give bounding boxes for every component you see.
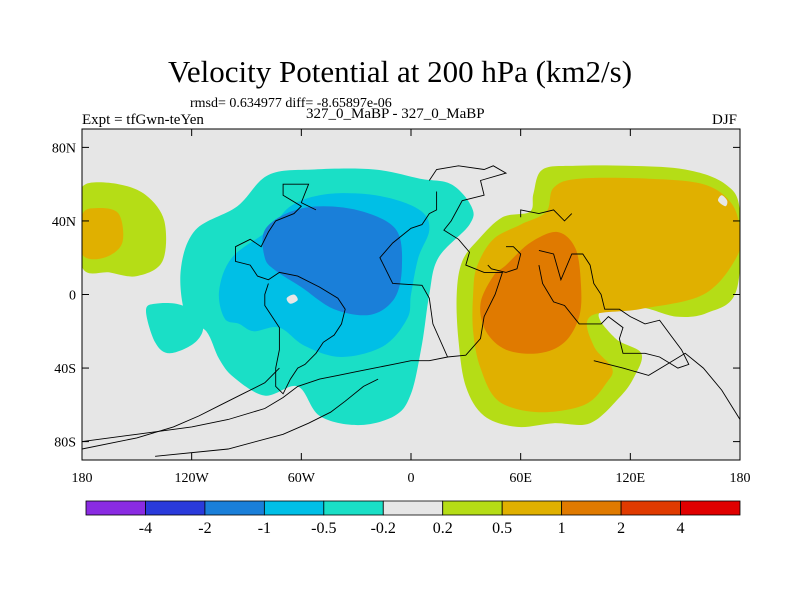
colorbar-swatch	[501, 500, 563, 516]
chart-title: Velocity Potential at 200 hPa (km2/s)	[167, 54, 633, 89]
coastline	[379, 165, 508, 358]
coastline	[82, 367, 280, 450]
contour-region	[262, 206, 403, 316]
x-tick-label: 120W	[175, 471, 210, 486]
colorbar-swatch	[204, 500, 265, 516]
x-tick-label: 60E	[509, 471, 532, 486]
colorbar-swatch	[620, 500, 681, 516]
contour-region	[472, 177, 740, 413]
colorbar-label: 1	[558, 520, 566, 537]
colorbar: -4 -2 -1 -0.5 -0.2 0.2 0.5 1 2 4	[85, 500, 741, 537]
colorbar-label: 4	[677, 520, 685, 537]
x-tick-label: 60W	[288, 471, 316, 486]
x-tick-label: 180	[730, 471, 751, 486]
case-label: 327_0_MaBP - 327_0_MaBP	[306, 106, 485, 122]
colorbar-swatch	[680, 500, 741, 516]
stats-line: rmsd= 0.634977 diff= -8.65897e-06	[190, 96, 392, 111]
colorbar-swatch	[561, 500, 622, 516]
colorbar-label: -0.5	[311, 520, 336, 537]
colorbar-label: 2	[617, 520, 625, 537]
coastline	[235, 183, 346, 395]
y-tick-label: 80N	[52, 141, 76, 156]
axis-ticks: 180 120W 60W 0 60E 120E 180 80N 40N 0 40S 80S	[52, 129, 751, 486]
coastline	[487, 246, 522, 273]
coastline	[155, 378, 379, 457]
coastline	[82, 356, 448, 443]
colorbar-label: 0.5	[492, 520, 512, 537]
x-tick-label: 120E	[616, 471, 646, 486]
y-tick-label: 40N	[52, 215, 76, 230]
colorbar-swatch	[263, 500, 325, 516]
colorbar-swatch	[382, 500, 444, 516]
colorbar-label: -0.2	[371, 520, 396, 537]
colorbar-swatch	[145, 500, 206, 516]
contour-region	[82, 208, 124, 260]
colorbar-label: 0.2	[433, 520, 453, 537]
colorbar-swatch	[85, 500, 146, 516]
contour-region	[718, 195, 728, 207]
x-tick-label: 180	[72, 471, 93, 486]
colorbar-label: -4	[139, 520, 152, 537]
coastline	[520, 209, 573, 222]
x-tick-label: 0	[408, 471, 415, 486]
y-tick-label: 80S	[54, 436, 76, 451]
contour-region	[286, 294, 298, 304]
y-tick-label: 0	[69, 289, 76, 304]
colorbar-label: -2	[198, 520, 211, 537]
coastline	[593, 352, 740, 420]
contour-regions	[82, 165, 740, 428]
y-tick-label: 40S	[54, 362, 76, 377]
season-label: DJF	[712, 112, 738, 128]
colorbar-label: -1	[258, 520, 271, 537]
colorbar-swatch	[323, 500, 384, 516]
experiment-label: Expt = tfGwn-teYen	[82, 112, 204, 128]
coastline	[538, 249, 690, 369]
colorbar-swatch	[442, 500, 503, 516]
coastlines	[82, 165, 740, 457]
